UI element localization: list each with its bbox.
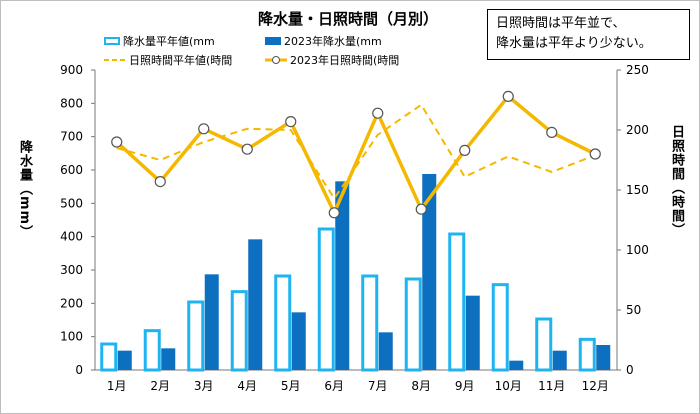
bar-2023-precip xyxy=(248,239,263,370)
point-2023-sunshine xyxy=(198,123,210,135)
line-2023-sunshine xyxy=(115,94,597,215)
line-normal-sunshine xyxy=(116,103,596,201)
legend-item-normal-precip: 降水量平年値(mm xyxy=(104,33,215,49)
x-tick-label: 4月 xyxy=(237,379,257,393)
right-tick-label: 0 xyxy=(626,363,634,377)
legend-item-2023-sunshine: 2023年日照時間(時間 xyxy=(265,52,399,68)
bar-2023-precip xyxy=(204,274,219,370)
left-tick-label: 300 xyxy=(60,263,83,277)
point-2023-sunshine xyxy=(372,107,384,119)
x-tick-label: 11月 xyxy=(538,379,565,393)
left-tick-label: 600 xyxy=(60,163,83,177)
left-tick-label: 700 xyxy=(60,130,83,144)
bar-normal-precip xyxy=(100,342,118,372)
legend-swatch-solid xyxy=(265,37,281,45)
legend-swatch-hollow xyxy=(104,37,120,45)
point-2023-sunshine xyxy=(154,176,166,188)
bar-normal-precip xyxy=(535,317,553,372)
bar-normal-precip xyxy=(404,277,422,372)
bar-2023-precip xyxy=(552,350,567,370)
bar-normal-precip xyxy=(448,232,466,372)
bar-2023-precip xyxy=(335,181,350,370)
right-tick-label: 100 xyxy=(626,243,649,257)
bar-2023-precip xyxy=(161,348,176,370)
left-tick-label: 500 xyxy=(60,196,83,210)
bar-2023-precip xyxy=(378,332,393,370)
x-tick-label: 10月 xyxy=(495,379,522,393)
point-2023-sunshine xyxy=(589,148,601,160)
legend-swatch-dashed xyxy=(104,59,126,61)
bar-normal-precip xyxy=(187,300,205,372)
point-2023-sunshine xyxy=(546,126,558,138)
bar-normal-precip xyxy=(491,283,509,372)
x-tick-label: 5月 xyxy=(281,379,301,393)
summary-note-line1: 日照時間は平年並で、 xyxy=(496,16,626,31)
left-axis-label: 降水量（mm） xyxy=(16,140,38,239)
left-axis-label-text: 降水量（mm） xyxy=(17,140,32,240)
left-tick-label: 400 xyxy=(60,230,83,244)
bar-2023-precip xyxy=(291,312,306,370)
chart-title: 降水量・日照時間（月別） xyxy=(258,10,439,28)
bar-normal-precip xyxy=(230,290,248,372)
right-tick-label: 50 xyxy=(626,303,641,317)
x-tick-label: 3月 xyxy=(194,379,214,393)
left-tick-label: 200 xyxy=(60,296,83,310)
legend-label-normal-sunshine: 日照時間平年値(時間 xyxy=(129,54,233,67)
summary-note-line2: 降水量は平年より少ない。 xyxy=(496,36,652,51)
bar-2023-precip xyxy=(596,345,611,370)
point-2023-sunshine xyxy=(328,207,340,219)
left-tick-label: 800 xyxy=(60,96,83,110)
bar-normal-precip xyxy=(143,329,161,372)
right-tick-label: 250 xyxy=(626,63,649,77)
legend-item-2023-precip: 2023年降水量(mm xyxy=(265,33,382,49)
point-2023-sunshine xyxy=(241,143,253,155)
x-tick-label: 12月 xyxy=(582,379,609,393)
summary-note: 日照時間は平年並で、 降水量は平年より少ない。 xyxy=(487,9,690,60)
x-tick-label: 9月 xyxy=(455,379,475,393)
left-tick-label: 100 xyxy=(60,330,83,344)
point-2023-sunshine xyxy=(415,203,427,215)
x-tick-label: 2月 xyxy=(150,379,170,393)
bar-normal-precip xyxy=(274,274,292,372)
legend-label-normal-precip: 降水量平年値(mm xyxy=(123,35,215,48)
legend-label-2023-precip: 2023年降水量(mm xyxy=(284,35,382,48)
x-tick-label: 7月 xyxy=(368,379,388,393)
left-tick-label: 0 xyxy=(75,363,83,377)
legend-item-normal-sunshine: 日照時間平年値(時間 xyxy=(104,52,232,68)
point-2023-sunshine xyxy=(502,90,514,103)
bar-2023-precip xyxy=(117,350,132,370)
left-tick-label: 900 xyxy=(60,63,83,77)
bar-2023-precip xyxy=(422,174,437,370)
right-axis-label-text: 日照時間（時間） xyxy=(669,125,684,237)
right-tick-label: 150 xyxy=(626,183,649,197)
bar-normal-precip xyxy=(317,227,335,372)
bar-2023-precip xyxy=(509,360,524,370)
right-axis-label: 日照時間（時間） xyxy=(668,125,690,237)
right-tick-label: 200 xyxy=(626,123,649,137)
legend-label-2023-sunshine: 2023年日照時間(時間 xyxy=(290,54,400,67)
point-2023-sunshine xyxy=(459,144,471,156)
point-2023-sunshine xyxy=(285,115,297,128)
point-2023-sunshine xyxy=(111,136,123,148)
bar-2023-precip xyxy=(465,295,480,370)
bar-normal-precip xyxy=(361,274,379,372)
x-tick-label: 8月 xyxy=(411,379,431,393)
x-tick-label: 1月 xyxy=(107,379,127,393)
bar-normal-precip xyxy=(578,337,596,372)
x-tick-label: 6月 xyxy=(324,379,344,393)
legend-swatch-line-marker xyxy=(265,56,287,64)
